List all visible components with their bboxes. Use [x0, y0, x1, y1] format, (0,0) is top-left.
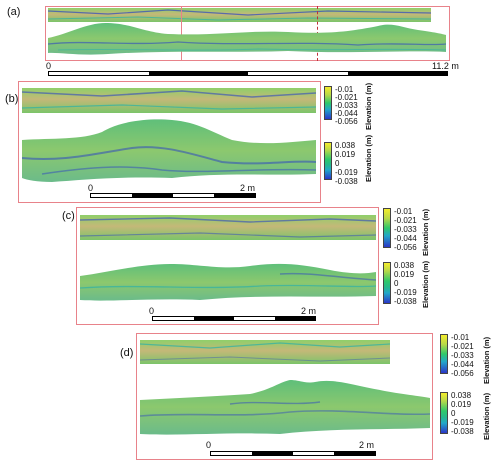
panel-b-frame: [18, 81, 321, 203]
panel-d-diff-tick-0: 0.038: [451, 391, 472, 400]
panel-d-bottom-strip: [140, 380, 430, 435]
panel-d-elev-tick-1: -0.021: [451, 342, 474, 351]
panel-c-bottom-strip: [80, 263, 376, 301]
panel-c-elev-tick-2: -0.033: [394, 225, 417, 234]
panel-b-diff-tick-0: 0.038: [335, 141, 356, 150]
panel-b-elev-title: Elevation (m): [364, 82, 373, 130]
panel-a-divider-1: [181, 6, 182, 61]
panel-a-bottom-strip: [48, 22, 446, 55]
panel-b-elev-tick-1: -0.021: [335, 93, 358, 102]
panel-d-diff-tick-1: 0.019: [451, 400, 472, 409]
panel-c-diff-title: Elevation (m): [421, 260, 430, 308]
panel-c-frame: [76, 207, 379, 325]
panel-c-diff-tick-2: 0: [394, 279, 399, 288]
panel-b-diff-title: Elevation (m): [364, 134, 373, 182]
panel-c-diff-tick-0: 0.038: [394, 261, 415, 270]
panel-c-label: (c): [62, 210, 75, 222]
panel-b-difference-colorbar: [324, 142, 332, 180]
panel-c-elev-tick-4: -0.056: [394, 243, 417, 252]
panel-d-top-strip: [140, 340, 390, 364]
panel-b-elev-tick-2: -0.033: [335, 101, 358, 110]
panel-a-top-strip: [48, 8, 431, 22]
panel-d-elev-title: Elevation (m): [482, 336, 491, 384]
panel-d-label: (d): [120, 347, 134, 359]
panel-b-diff-tick-2: 0: [335, 159, 340, 168]
panel-a-scale-bar: [48, 71, 448, 76]
panel-c-scale-bar: [152, 316, 316, 321]
panel-b-scale-bar: [90, 193, 256, 198]
panel-d-scale-start: 0: [206, 440, 212, 450]
panel-b-bottom-strip: [22, 119, 316, 182]
panel-d-elev-tick-0: -0.01: [451, 333, 470, 342]
panel-b-diff-tick-1: 0.019: [335, 150, 356, 159]
panel-d-elevation-colorbar: [440, 334, 448, 374]
panel-c-scale-end: 2 m: [301, 306, 317, 316]
panel-c-scale-start: 0: [149, 306, 155, 316]
panel-d-elev-tick-2: -0.033: [451, 351, 474, 360]
panel-d-frame: [136, 333, 433, 460]
panel-b-scale-start: 0: [88, 183, 94, 193]
panel-b-label: (b): [5, 93, 19, 105]
panel-c-elevation-colorbar: [383, 208, 391, 248]
panel-b-elev-tick-4: -0.056: [335, 117, 358, 126]
panel-d-diff-title: Elevation (m): [482, 392, 491, 440]
panel-a-label: (a): [7, 6, 21, 18]
panel-c-top-strip: [80, 215, 376, 240]
panel-c-elev-tick-0: -0.01: [394, 207, 413, 216]
panel-b-elev-tick-3: -0.044: [335, 109, 358, 118]
panel-d-scale-end: 2 m: [359, 440, 375, 450]
panel-c-difference-colorbar: [383, 262, 391, 304]
panel-d-diff-tick-3: -0.019: [451, 418, 474, 427]
panel-c-elev-tick-3: -0.044: [394, 234, 417, 243]
panel-c-elev-tick-1: -0.021: [394, 216, 417, 225]
panel-a-scale-start: 0: [46, 61, 52, 71]
panel-b-diff-tick-4: -0.038: [335, 177, 358, 186]
panel-b-diff-tick-3: -0.019: [335, 168, 358, 177]
panel-c-elev-title: Elevation (m): [421, 208, 430, 256]
panel-a-scale-end: 11.2 m: [432, 61, 459, 71]
panel-a-frame: [45, 6, 450, 61]
panel-c-diff-tick-3: -0.019: [394, 288, 417, 297]
panel-b-elevation-colorbar: [324, 86, 332, 120]
panel-d-scale-bar: [210, 451, 376, 456]
panel-b-scale-end: 2 m: [240, 183, 256, 193]
panel-d-elev-tick-3: -0.044: [451, 360, 474, 369]
panel-d-diff-tick-2: 0: [451, 409, 456, 418]
panel-c-diff-tick-4: -0.038: [394, 297, 417, 306]
panel-d-elev-tick-4: -0.056: [451, 369, 474, 378]
panel-b-top-strip: [22, 88, 316, 113]
panel-b-elev-tick-0: -0.01: [335, 85, 354, 94]
panel-d-difference-colorbar: [440, 392, 448, 434]
panel-d-diff-tick-4: -0.038: [451, 427, 474, 436]
panel-c-diff-tick-1: 0.019: [394, 270, 415, 279]
